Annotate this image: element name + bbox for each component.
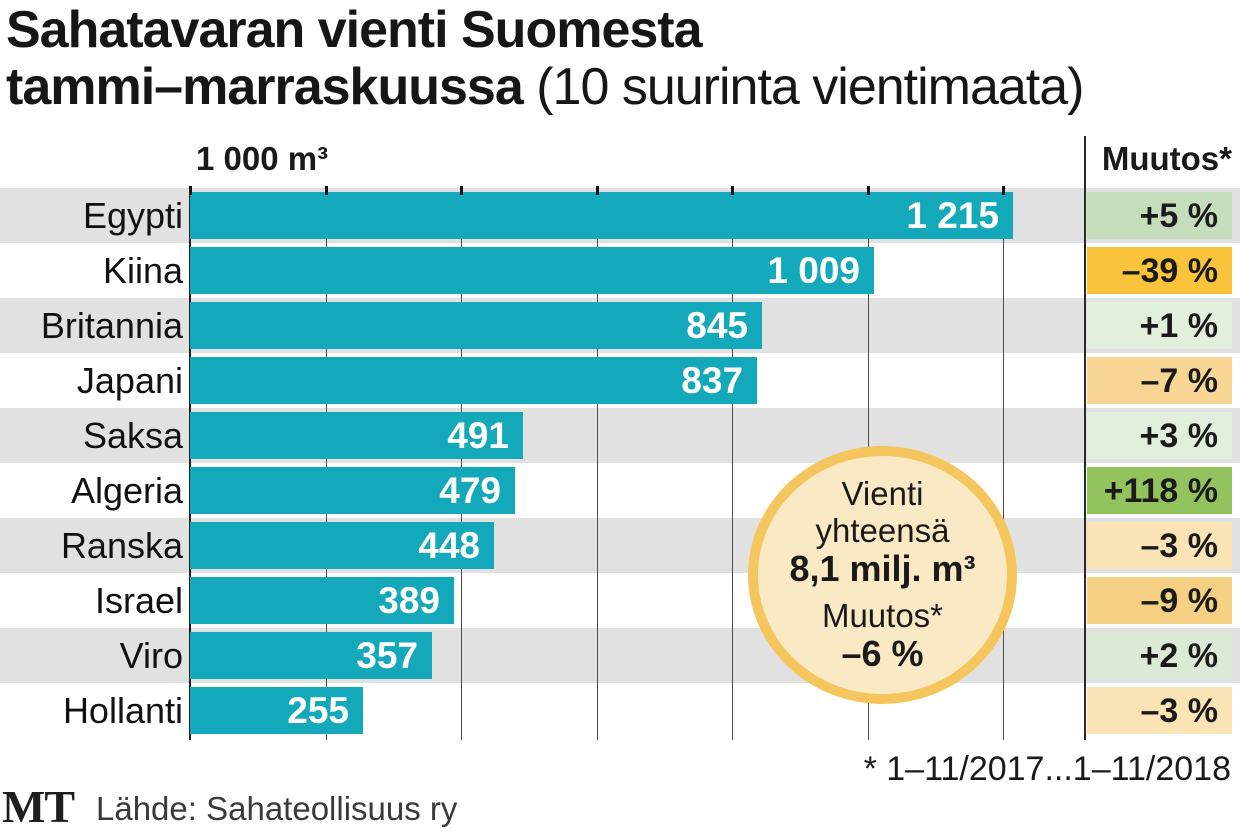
change-badge-kiina: –39 % [1087,247,1232,294]
column-separator-line [1084,136,1086,740]
change-badge-algeria: +118 % [1087,467,1232,514]
axis-tick [596,186,599,195]
axis-tick [189,186,192,195]
row-label-egypti: Egypti [82,195,183,236]
gridline [597,188,598,740]
axis-tick [1002,186,1005,195]
bar-value-label: 837 [681,360,743,401]
row-stripe [0,573,1240,628]
export-bar-viro: 357 [190,632,432,679]
bar-value-label: 1 215 [906,195,999,236]
row-label-algeria: Algeria [70,470,183,511]
row-label-hollanti: Hollanti [62,690,183,731]
row-label-japani: Japani [76,360,183,401]
export-bar-japani: 837 [190,357,757,404]
gridline [326,188,327,740]
export-bar-ranska: 448 [190,522,494,569]
title-line2: tammi–marraskuussa (10 suurinta vientima… [6,58,1084,116]
row-label-viro: Viro [119,635,183,676]
row-label-saksa: Saksa [82,415,183,456]
axis-zero-line [189,188,191,740]
gridline [732,188,733,740]
annotation-change-value: –6 % [841,632,924,674]
change-badge-egypti: +5 % [1087,192,1232,239]
row-stripe [0,628,1240,683]
annotation-total-value: 8,1 milj. m³ [789,548,976,590]
export-bar-algeria: 479 [190,467,515,514]
axis-tick [460,186,463,195]
row-stripe [0,683,1240,738]
export-bar-kiina: 1 009 [190,247,874,294]
bar-value-label: 255 [287,690,349,731]
annotation-line: Vienti [841,475,924,513]
axis-unit-label: 1 000 m³ [196,140,329,177]
export-bar-britannia: 845 [190,302,762,349]
source-text: Lähde: Sahateollisuus ry [96,790,458,827]
row-stripe [0,408,1240,463]
annotation-line: Muutos* [821,596,944,634]
gridline [1003,188,1004,740]
row-label-britannia: Britannia [40,305,183,346]
row-label-kiina: Kiina [102,250,183,291]
total-annotation-circle: Vienti yhteensä 8,1 milj. m³ Muutos* –6 … [748,446,1017,704]
bar-value-label: 491 [447,415,509,456]
row-stripe [0,518,1240,573]
change-column-header: Muutos* [1101,140,1232,177]
export-bar-saksa: 491 [190,412,523,459]
change-badge-saksa: +3 % [1087,412,1232,459]
change-badge-japani: –7 % [1087,357,1232,404]
axis-tick [325,186,328,195]
change-badge-israel: –9 % [1087,577,1232,624]
bar-value-label: 389 [378,580,440,621]
annotation-line: yhteensä [815,511,950,549]
row-label-ranska: Ranska [60,525,183,566]
row-stripe [0,463,1240,518]
mt-logo: MT [2,781,75,832]
change-badge-viro: +2 % [1087,632,1232,679]
page-title: Sahatavaran vienti Suomesta tammi–marras… [6,2,1084,116]
axis-tick [867,186,870,195]
title-line1: Sahatavaran vienti Suomesta [6,1,703,59]
bar-value-label: 479 [439,470,501,511]
change-badge-britannia: +1 % [1087,302,1232,349]
bar-value-label: 845 [686,305,748,346]
gridline [461,188,462,740]
bar-value-label: 1 009 [767,250,860,291]
bar-value-label: 357 [356,635,418,676]
footnote: * 1–11/2017...1–11/2018 [863,750,1231,788]
change-badge-ranska: –3 % [1087,522,1232,569]
row-label-israel: Israel [94,580,183,621]
export-bar-egypti: 1 215 [190,192,1013,239]
export-bar-hollanti: 255 [190,687,363,734]
bar-value-label: 448 [418,525,480,566]
change-badge-hollanti: –3 % [1087,687,1232,734]
axis-tick [731,186,734,195]
export-bar-israel: 389 [190,577,454,624]
